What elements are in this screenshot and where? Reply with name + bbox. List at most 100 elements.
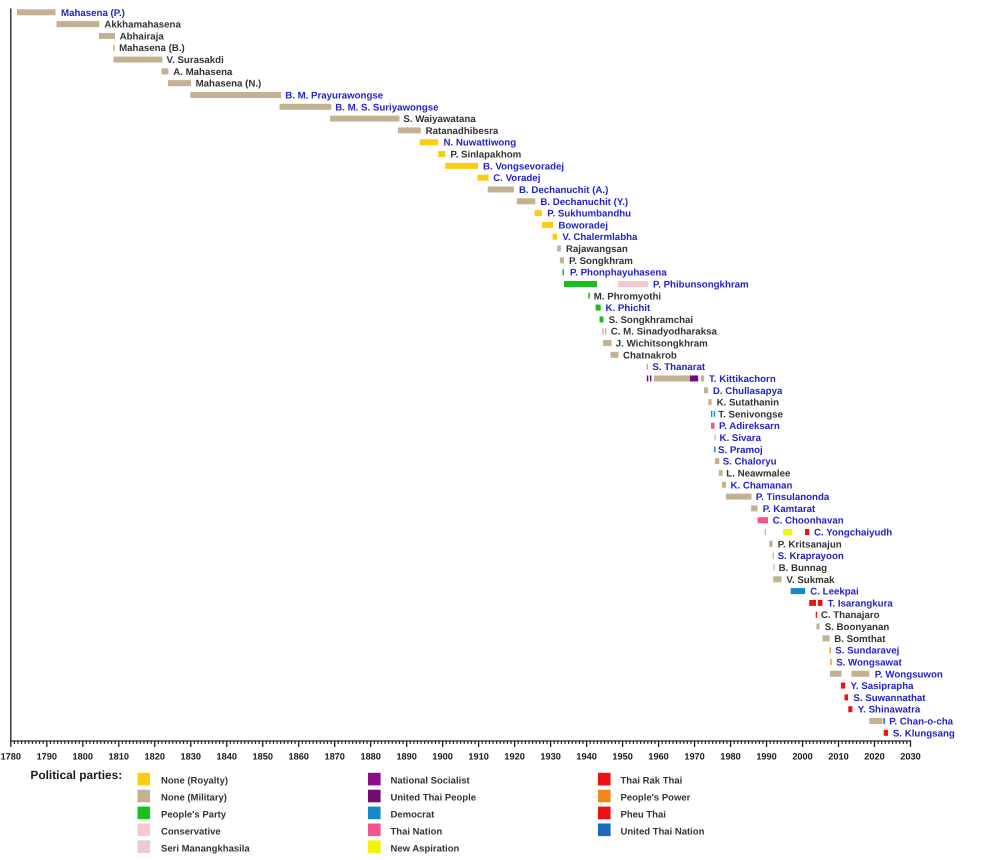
svg-text:S. Thanarat: S. Thanarat (652, 362, 706, 373)
svg-text:P. Phonphayuhasena: P. Phonphayuhasena (570, 268, 667, 279)
svg-text:United Thai Nation: United Thai Nation (621, 826, 705, 837)
svg-text:Y. Shinawatra: Y. Shinawatra (858, 705, 921, 716)
svg-text:P. Chan-o-cha: P. Chan-o-cha (889, 717, 953, 728)
svg-text:B. Somthat: B. Somthat (834, 634, 886, 645)
svg-text:Akkhamahasena: Akkhamahasena (104, 20, 181, 31)
svg-text:1830: 1830 (181, 751, 201, 761)
svg-text:1780: 1780 (1, 751, 21, 761)
svg-text:P. Kamtarat: P. Kamtarat (763, 504, 816, 515)
svg-text:1880: 1880 (360, 751, 380, 761)
svg-text:L. Neawmalee: L. Neawmalee (726, 468, 791, 479)
svg-text:Mahasena (P.): Mahasena (P.) (61, 8, 125, 19)
svg-text:A. Mahasena: A. Mahasena (173, 67, 233, 78)
svg-text:Thai Rak Thai: Thai Rak Thai (621, 776, 683, 787)
svg-text:1910: 1910 (468, 751, 488, 761)
svg-text:S. Waiyawatana: S. Waiyawatana (403, 114, 476, 125)
svg-text:1930: 1930 (540, 751, 560, 761)
svg-text:P. Adireksarn: P. Adireksarn (719, 421, 780, 432)
svg-text:K. Phichit: K. Phichit (606, 303, 651, 314)
svg-text:1870: 1870 (324, 751, 344, 761)
svg-text:C. Voradej: C. Voradej (493, 173, 541, 184)
svg-text:N. Nuwattiwong: N. Nuwattiwong (444, 138, 517, 149)
svg-text:C. M. Sinadyodharaksa: C. M. Sinadyodharaksa (611, 327, 718, 338)
svg-text:Mahasena (B.): Mahasena (B.) (119, 43, 185, 54)
svg-text:V. Surasakdi: V. Surasakdi (167, 55, 224, 66)
svg-text:1940: 1940 (576, 751, 596, 761)
svg-text:S. Wongsawat: S. Wongsawat (836, 657, 902, 668)
svg-text:1980: 1980 (720, 751, 740, 761)
svg-text:S. Suwannathat: S. Suwannathat (853, 693, 926, 704)
svg-text:C. Leekpai: C. Leekpai (810, 587, 858, 598)
svg-text:None (Royalty): None (Royalty) (161, 776, 228, 787)
svg-text:C. Yongchaiyudh: C. Yongchaiyudh (814, 528, 892, 539)
svg-text:2010: 2010 (828, 751, 848, 761)
svg-text:P. Sinlapakhom: P. Sinlapakhom (450, 150, 521, 161)
svg-text:1810: 1810 (109, 751, 129, 761)
svg-text:Y. Sasiprapha: Y. Sasiprapha (851, 681, 915, 692)
svg-text:Political parties:: Political parties: (30, 768, 122, 782)
svg-text:P. Tinsulanonda: P. Tinsulanonda (756, 492, 830, 503)
svg-text:J. Wichitsongkhram: J. Wichitsongkhram (616, 339, 708, 350)
svg-text:B. M. Prayurawongse: B. M. Prayurawongse (285, 90, 384, 101)
svg-text:P. Phibunsongkhram: P. Phibunsongkhram (653, 279, 749, 290)
svg-text:New Aspiration: New Aspiration (391, 843, 460, 854)
svg-text:K. Sivara: K. Sivara (720, 433, 762, 444)
svg-text:Chatnakrob: Chatnakrob (623, 350, 677, 361)
svg-text:Mahasena (N.): Mahasena (N.) (196, 79, 262, 90)
svg-text:None (Military): None (Military) (161, 793, 227, 804)
svg-text:C. Choonhavan: C. Choonhavan (773, 516, 844, 527)
svg-text:T. Kittikachorn: T. Kittikachorn (709, 374, 776, 385)
svg-text:Thai Nation: Thai Nation (391, 826, 443, 837)
svg-text:S. Klungsang: S. Klungsang (893, 728, 955, 739)
svg-text:T. Isarangkura: T. Isarangkura (828, 598, 894, 609)
svg-text:Abhairaja: Abhairaja (120, 31, 165, 42)
svg-text:1850: 1850 (252, 751, 272, 761)
svg-text:2030: 2030 (900, 751, 920, 761)
svg-text:Conservative: Conservative (161, 826, 221, 837)
svg-text:S. Boonyanan: S. Boonyanan (825, 622, 890, 633)
svg-text:T. Senivongse: T. Senivongse (718, 409, 783, 420)
svg-text:K. Chamanan: K. Chamanan (731, 480, 793, 491)
svg-text:K. Sutathanin: K. Sutathanin (717, 398, 780, 409)
svg-text:1970: 1970 (684, 751, 704, 761)
svg-text:People's Party: People's Party (161, 810, 227, 821)
svg-text:P. Wongsuwon: P. Wongsuwon (875, 669, 943, 680)
svg-text:1950: 1950 (612, 751, 632, 761)
svg-text:2020: 2020 (864, 751, 884, 761)
svg-text:People's Power: People's Power (621, 793, 691, 804)
svg-text:P. Kritsanajun: P. Kritsanajun (778, 539, 842, 550)
svg-text:1960: 1960 (648, 751, 668, 761)
svg-text:M. Phromyothi: M. Phromyothi (594, 291, 661, 302)
svg-text:United Thai People: United Thai People (391, 793, 477, 804)
svg-text:Pheu Thai: Pheu Thai (621, 810, 666, 821)
svg-text:National Socialist: National Socialist (391, 776, 471, 787)
svg-text:Rajawangsan: Rajawangsan (566, 244, 628, 255)
svg-text:S. Chaloryu: S. Chaloryu (723, 457, 777, 468)
svg-text:1920: 1920 (504, 751, 524, 761)
svg-text:S. Pramoj: S. Pramoj (718, 445, 763, 456)
svg-text:B. Dechanuchit (Y.): B. Dechanuchit (Y.) (540, 197, 628, 208)
svg-text:B. Vongsevoradej: B. Vongsevoradej (483, 161, 564, 172)
svg-text:V. Sukmak: V. Sukmak (786, 575, 835, 586)
svg-text:1790: 1790 (37, 751, 57, 761)
svg-text:S. Sundaravej: S. Sundaravej (835, 646, 899, 657)
svg-text:1820: 1820 (145, 751, 165, 761)
svg-text:B. M. S. Suriyawongse: B. M. S. Suriyawongse (335, 102, 439, 113)
svg-text:1900: 1900 (432, 751, 452, 761)
svg-text:P. Sukhumbandhu: P. Sukhumbandhu (547, 209, 631, 220)
svg-text:2000: 2000 (792, 751, 812, 761)
svg-text:1890: 1890 (396, 751, 416, 761)
svg-text:S. Kraprayoon: S. Kraprayoon (778, 551, 844, 562)
svg-text:V. Chalermlabha: V. Chalermlabha (562, 232, 638, 243)
svg-text:Boworadej: Boworadej (558, 220, 608, 231)
svg-text:Ratanadhibesra: Ratanadhibesra (426, 126, 499, 137)
svg-text:1800: 1800 (73, 751, 93, 761)
svg-text:1840: 1840 (217, 751, 237, 761)
svg-text:1860: 1860 (288, 751, 308, 761)
svg-text:P. Songkhram: P. Songkhram (569, 256, 633, 267)
svg-text:1990: 1990 (756, 751, 776, 761)
svg-text:S. Songkhramchai: S. Songkhramchai (609, 315, 694, 326)
svg-text:B. Bunnag: B. Bunnag (779, 563, 828, 574)
svg-text:D. Chullasapya: D. Chullasapya (713, 386, 783, 397)
svg-text:Democrat: Democrat (391, 810, 436, 821)
